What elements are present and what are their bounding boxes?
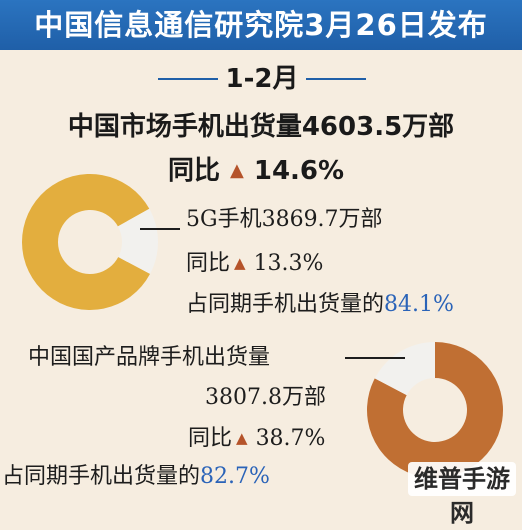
- fiveg-slice: [22, 174, 151, 310]
- leader-line-5g: [140, 228, 180, 230]
- up-arrow-icon: ▲: [234, 254, 246, 272]
- donut-chart-5g: [22, 174, 158, 310]
- domestic-amount: 3807.8万部: [205, 385, 326, 410]
- headline-yoy-label: 同比: [168, 156, 221, 186]
- fiveg-share: 占同期手机出货量的84.1%: [186, 290, 454, 320]
- domestic-share: 占同期手机出货量的82.7%: [2, 462, 270, 492]
- fiveg-share-value: 84.1%: [384, 292, 454, 317]
- period-rule-right: [306, 78, 366, 80]
- period-header: 1-2月: [0, 62, 522, 96]
- period-label: 1-2月: [225, 64, 299, 94]
- period-rule-left: [158, 78, 218, 80]
- fiveg-yoy-value: 13.3%: [253, 251, 324, 276]
- headline-yoy: 同比 ▲ 14.6%: [168, 154, 344, 188]
- domestic-title: 中国国产品牌手机出货量: [28, 345, 271, 370]
- donut-chart-domestic: [367, 342, 503, 478]
- domestic-yoy-value: 38.7%: [255, 426, 326, 451]
- headline-total: 中国市场手机出货量4603.5万部: [67, 112, 455, 142]
- fiveg-title: 5G手机3869.7万部: [186, 207, 383, 232]
- fiveg-yoy-label: 同比: [186, 251, 231, 276]
- fiveg-share-prefix: 占同期手机出货量的: [186, 292, 385, 317]
- domestic-share-prefix: 占同期手机出货量的: [2, 464, 201, 489]
- domestic-yoy: 同比 ▲ 38.7%: [188, 423, 325, 454]
- fiveg-rest-slice: [117, 208, 158, 274]
- domestic-yoy-label: 同比: [188, 426, 233, 451]
- domestic-share-value: 82.7%: [200, 464, 270, 489]
- up-arrow-icon: ▲: [230, 160, 244, 181]
- watermark-logo: 维普手游网: [408, 462, 516, 527]
- domestic-slice: [367, 342, 503, 478]
- domestic-rest-slice: [374, 342, 435, 396]
- up-arrow-icon: ▲: [236, 429, 248, 447]
- fiveg-yoy: 同比 ▲ 13.3%: [186, 248, 323, 279]
- headline-yoy-value: 14.6%: [253, 156, 345, 186]
- leader-line-domestic: [345, 357, 405, 359]
- page-title: 中国信息通信研究院3月26日发布: [0, 0, 522, 50]
